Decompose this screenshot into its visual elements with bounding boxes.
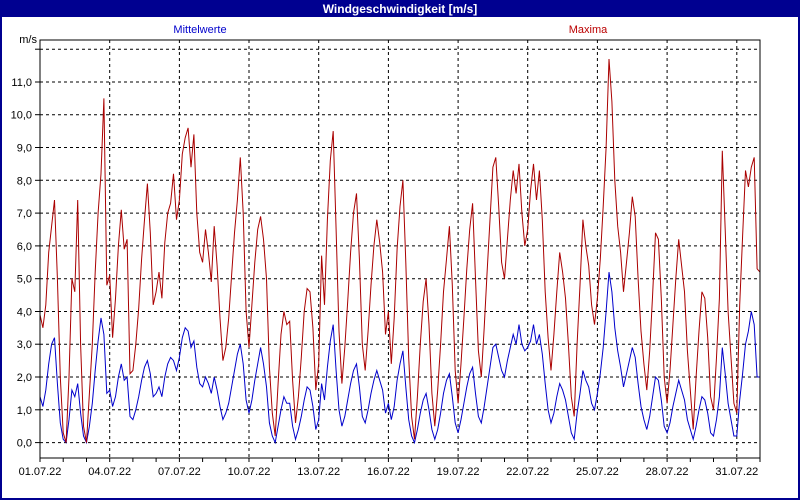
x-tick-label: 10.07.22 bbox=[228, 466, 271, 478]
x-tick-label: 01.07.22 bbox=[19, 466, 62, 478]
x-tick-label: 07.07.22 bbox=[158, 466, 201, 478]
title-bar: Windgeschwindigkeit [m/s] bbox=[2, 2, 798, 17]
window-title: Windgeschwindigkeit [m/s] bbox=[322, 2, 478, 16]
x-tick-label: 25.07.22 bbox=[576, 466, 619, 478]
series-line-mittelwerte bbox=[39, 272, 760, 445]
y-tick-label: 0,0 bbox=[17, 438, 32, 450]
x-tick-label: 22.07.22 bbox=[506, 466, 549, 478]
x-tick-label: 31.07.22 bbox=[715, 466, 758, 478]
x-tick-label: 13.07.22 bbox=[297, 466, 340, 478]
legend-max-label: Maxima bbox=[568, 24, 608, 36]
series-line-maxima bbox=[39, 58, 761, 443]
y-axis-unit-label: m/s bbox=[19, 34, 37, 46]
y-tick-label: 1,0 bbox=[17, 405, 32, 417]
x-tick-label: 16.07.22 bbox=[367, 466, 410, 478]
x-tick-label: 19.07.22 bbox=[437, 466, 480, 478]
y-tick-label: 4,0 bbox=[17, 307, 32, 319]
y-tick-label: 2,0 bbox=[17, 372, 32, 384]
x-tick-label: 28.07.22 bbox=[646, 466, 689, 478]
y-tick-label: 3,0 bbox=[17, 339, 32, 351]
x-tick-label: 04.07.22 bbox=[88, 466, 131, 478]
y-tick-label: 8,0 bbox=[17, 175, 32, 187]
plot-border bbox=[39, 39, 761, 459]
y-tick-label: 9,0 bbox=[17, 143, 32, 155]
y-tick-label: 7,0 bbox=[17, 208, 32, 220]
y-tick-label: 5,0 bbox=[17, 274, 32, 286]
y-tick-label: 6,0 bbox=[17, 241, 32, 253]
y-tick-label: 11,0 bbox=[11, 77, 32, 89]
y-tick-label: 10,0 bbox=[11, 110, 32, 122]
legend-mean-label: Mittelwerte bbox=[173, 24, 227, 36]
